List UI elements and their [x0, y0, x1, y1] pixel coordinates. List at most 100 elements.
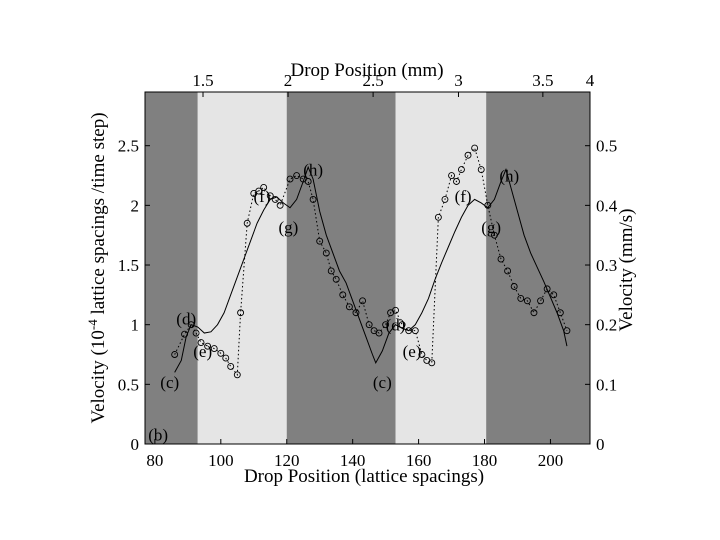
data-point-1-37	[392, 306, 399, 314]
series-line-0	[174, 165, 568, 373]
data-point-1-64	[563, 327, 571, 335]
data-point-1-60	[537, 297, 545, 305]
top-tick-label-5: 4	[586, 71, 595, 90]
data-point-1-49	[464, 151, 472, 159]
data-point-1-1	[181, 330, 189, 338]
data-point-1-10	[233, 371, 241, 379]
y-axis-title-left-exponent: -4	[85, 319, 100, 330]
data-point-1-25	[322, 249, 330, 257]
annotation-11: (g)	[481, 218, 501, 237]
data-point-1-27	[332, 275, 340, 283]
right-tick-label-3: 0.3	[596, 256, 617, 275]
x-tick-label-0: 80	[146, 451, 163, 470]
data-point-1-44	[434, 213, 442, 221]
annotation-4: (f)	[254, 187, 271, 206]
top-tick-label-2: 2.5	[362, 71, 383, 90]
data-point-1-9	[227, 362, 235, 370]
top-tick-label-4: 3.5	[532, 71, 553, 90]
x-axis-title: Drop Position (lattice spacings)	[244, 466, 484, 487]
y-axis-title-left-main: Velocity (10	[88, 330, 109, 423]
y-tick-label-1: 0.5	[118, 375, 139, 394]
annotation-12: (h)	[499, 167, 519, 186]
data-point-1-5	[204, 342, 212, 350]
data-point-1-32	[365, 321, 373, 329]
data-point-1-16	[266, 192, 274, 200]
data-point-1-24	[316, 237, 324, 245]
data-point-1-26	[327, 267, 335, 275]
annotation-0: (b)	[148, 425, 168, 444]
x-tick-label-2: 120	[274, 451, 300, 470]
y-tick-label-2: 1	[131, 316, 140, 335]
data-point-1-57	[517, 294, 525, 302]
data-point-1-62	[550, 291, 558, 299]
y-axis-title-right: Velocity (mm/s)	[616, 209, 637, 332]
y-axis-title-left: Velocity (10-4 lattice spacings /time st…	[85, 112, 109, 423]
data-point-1-0	[171, 351, 179, 358]
top-axis-title: Drop Position (mm)	[290, 60, 443, 81]
data-point-1-35	[382, 321, 390, 329]
data-point-1-47	[453, 178, 460, 185]
annotation-8: (d)	[386, 316, 406, 335]
data-point-1-40	[411, 327, 419, 335]
annotation-layer: (b) (c) (d) (e) (f) (g) (h) (c) (d) (e) (f) (g) (h)	[148, 161, 519, 445]
top-tick-label-1: 2	[284, 71, 293, 90]
x-tick-label-1: 100	[208, 451, 234, 470]
data-point-1-15	[260, 184, 268, 191]
right-tick-label-1: 0.1	[596, 375, 617, 394]
annotation-7: (c)	[373, 373, 392, 392]
annotation-10: (f)	[455, 187, 472, 206]
data-point-1-2	[187, 321, 195, 329]
data-point-1-34	[375, 329, 383, 337]
data-point-1-52	[484, 201, 492, 209]
series-line-1	[174, 147, 568, 377]
series-layer	[171, 144, 571, 379]
x-tick-label-3: 140	[340, 451, 366, 470]
data-point-1-12	[243, 219, 251, 227]
data-point-1-23	[309, 195, 317, 203]
y-tick-label-3: 1.5	[118, 256, 139, 275]
right-tick-label-4: 0.4	[596, 196, 618, 215]
data-point-1-45	[441, 195, 449, 203]
right-tick-label-2: 0.2	[596, 316, 617, 335]
data-point-1-53	[490, 231, 498, 239]
data-point-1-39	[405, 327, 413, 335]
data-point-1-54	[497, 255, 505, 263]
axes-layer: 80 100 120 140 160 180 200 0 0.5 1 1.5 2 2.5 1.5 2 2.5 3…	[118, 71, 618, 470]
data-point-1-38	[398, 321, 406, 329]
data-point-1-61	[543, 285, 551, 293]
data-point-1-14	[255, 187, 263, 195]
band-layer	[145, 92, 590, 444]
data-point-1-30	[352, 309, 360, 317]
data-point-1-4	[197, 339, 205, 347]
x-tick-label-6: 200	[538, 451, 564, 470]
data-point-1-28	[339, 291, 347, 299]
data-point-1-43	[428, 359, 436, 367]
annotation-3: (e)	[193, 342, 212, 361]
annotation-9: (e)	[403, 342, 422, 361]
data-point-1-18	[276, 201, 284, 209]
data-point-1-3	[192, 329, 200, 337]
data-point-1-55	[504, 267, 512, 275]
plot-frame	[144, 91, 591, 445]
y-tick-label-4: 2	[131, 196, 140, 215]
data-point-1-29	[345, 303, 353, 311]
top-tick-label-0: 1.5	[192, 71, 213, 90]
data-point-1-11	[237, 309, 245, 317]
y-axis-title-left-rest: lattice spacings /time step)	[88, 112, 109, 319]
y-tick-label-5: 2.5	[118, 137, 139, 156]
data-point-1-22	[304, 178, 312, 185]
data-point-1-59	[530, 309, 538, 317]
data-point-1-17	[271, 195, 279, 203]
data-point-1-31	[359, 297, 367, 305]
data-point-1-41	[418, 351, 426, 358]
data-point-1-46	[448, 172, 456, 179]
annotation-2: (d)	[176, 310, 196, 329]
annotation-5: (g)	[278, 218, 298, 237]
data-point-1-50	[471, 144, 479, 152]
data-point-1-8	[222, 354, 230, 362]
right-tick-label-0: 0	[596, 435, 605, 454]
right-tick-label-5: 0.5	[596, 137, 617, 156]
data-point-1-56	[510, 283, 518, 290]
data-point-1-48	[457, 166, 465, 174]
